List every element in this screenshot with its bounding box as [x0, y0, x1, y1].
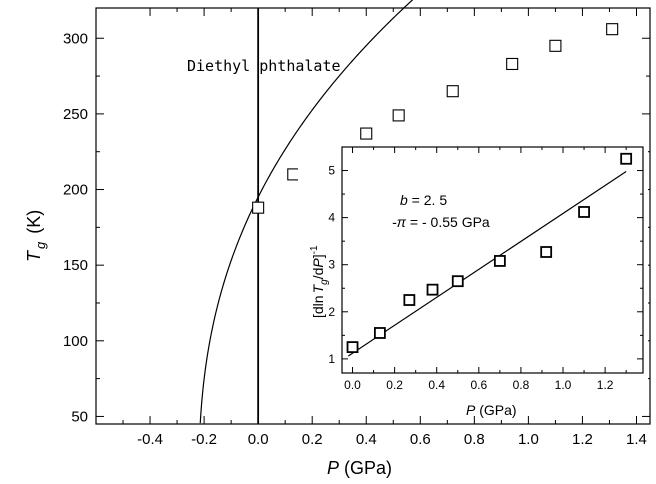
main-x-tick-label: 0.6: [410, 431, 431, 448]
inset-data-point: [493, 255, 506, 267]
inset-y-tick-label: 3: [328, 258, 335, 272]
main-data-point: [360, 127, 373, 140]
main-y-tick-label: 300: [63, 30, 88, 47]
inset-data-point: [451, 275, 464, 288]
main-x-tick-label: -0.4: [137, 431, 163, 448]
main-y-tick-label: 150: [63, 257, 88, 274]
inset-ticks: [342, 147, 643, 373]
main-x-axis-label: P (GPa): [327, 458, 392, 478]
main-x-tick-label: 0.0: [248, 431, 269, 448]
inset-data-point: [578, 206, 590, 218]
main-x-tick-label: 1.4: [626, 431, 647, 448]
main-data-point: [506, 57, 519, 71]
main-data-point: [549, 39, 562, 52]
inset-y-tick-label: 4: [328, 211, 335, 225]
inset-tick-labels: 0.0 0.2 0.4 0.6 0.8 1.0 1.2 1 2 3 4 5: [328, 164, 613, 392]
main-x-tick-label: 0.4: [356, 431, 377, 448]
main-y-axis-label: Tg(K): [24, 210, 48, 262]
inset-data-point: [540, 246, 553, 258]
inset-x-tick-label: 1.0: [555, 378, 572, 392]
main-y-tick-label: 50: [71, 408, 88, 425]
inset-y-tick-label: 2: [328, 305, 335, 319]
inset-x-tick-label: 0.0: [344, 378, 361, 392]
main-x-tick-label: 0.8: [464, 431, 485, 448]
inset-data-markers: [346, 152, 633, 354]
main-annotation: Diethyl phthalate: [187, 57, 341, 75]
inset-y-tick-label: 1: [328, 352, 335, 366]
inset-plot-frame: [341, 146, 644, 374]
inset-x-tick-label: 1.2: [597, 378, 614, 392]
svg-text:[dlnTg/dP]-1: [dlnTg/dP]-1: [309, 245, 330, 318]
inset-data-point: [426, 283, 439, 296]
inset-x-tick-label: 0.6: [470, 378, 487, 392]
inset-data-point: [620, 152, 633, 165]
main-x-tick-label: 0.2: [302, 431, 323, 448]
inset-annotation-pi: -π = - 0.55 GPa: [392, 214, 490, 230]
inset-x-axis-label: P (GPa): [466, 402, 517, 418]
main-data-point: [287, 168, 300, 181]
main-x-tick-label: 1.0: [518, 431, 539, 448]
inset-annotation-b: b = 2. 5: [400, 192, 447, 208]
svg-text:Tg(K): Tg(K): [24, 210, 48, 262]
inset-y-tick-label: 5: [328, 164, 335, 178]
inset-fit-line: [347, 170, 627, 357]
main-data-point: [392, 109, 405, 122]
main-x-tick-label: -0.2: [191, 431, 217, 448]
main-fit-curve: [199, 0, 414, 424]
inset-data-point: [373, 327, 386, 339]
main-y-tick-label: 100: [63, 333, 88, 350]
inset-x-tick-label: 0.2: [386, 378, 403, 392]
main-tick-labels: -0.4 -0.2 0.0 0.2 0.4 0.6 0.8 1.0 1.2 1.450100150…: [63, 30, 647, 448]
inset-background: [298, 140, 648, 398]
main-data-point: [606, 23, 619, 36]
main-data-point: [446, 85, 459, 98]
inset-data-point: [346, 341, 359, 354]
main-plot-frame: [95, 7, 651, 425]
main-y-tick-label: 250: [63, 106, 88, 123]
inset-x-tick-label: 0.8: [513, 378, 530, 392]
inset-y-axis-label: [dlnTg/dP]-1: [309, 245, 330, 318]
main-y-tick-label: 200: [63, 182, 88, 199]
inset-data-point: [403, 294, 416, 306]
main-data-point: [252, 201, 265, 214]
inset-x-tick-label: 0.4: [428, 378, 445, 392]
main-x-tick-label: 1.2: [572, 431, 593, 448]
